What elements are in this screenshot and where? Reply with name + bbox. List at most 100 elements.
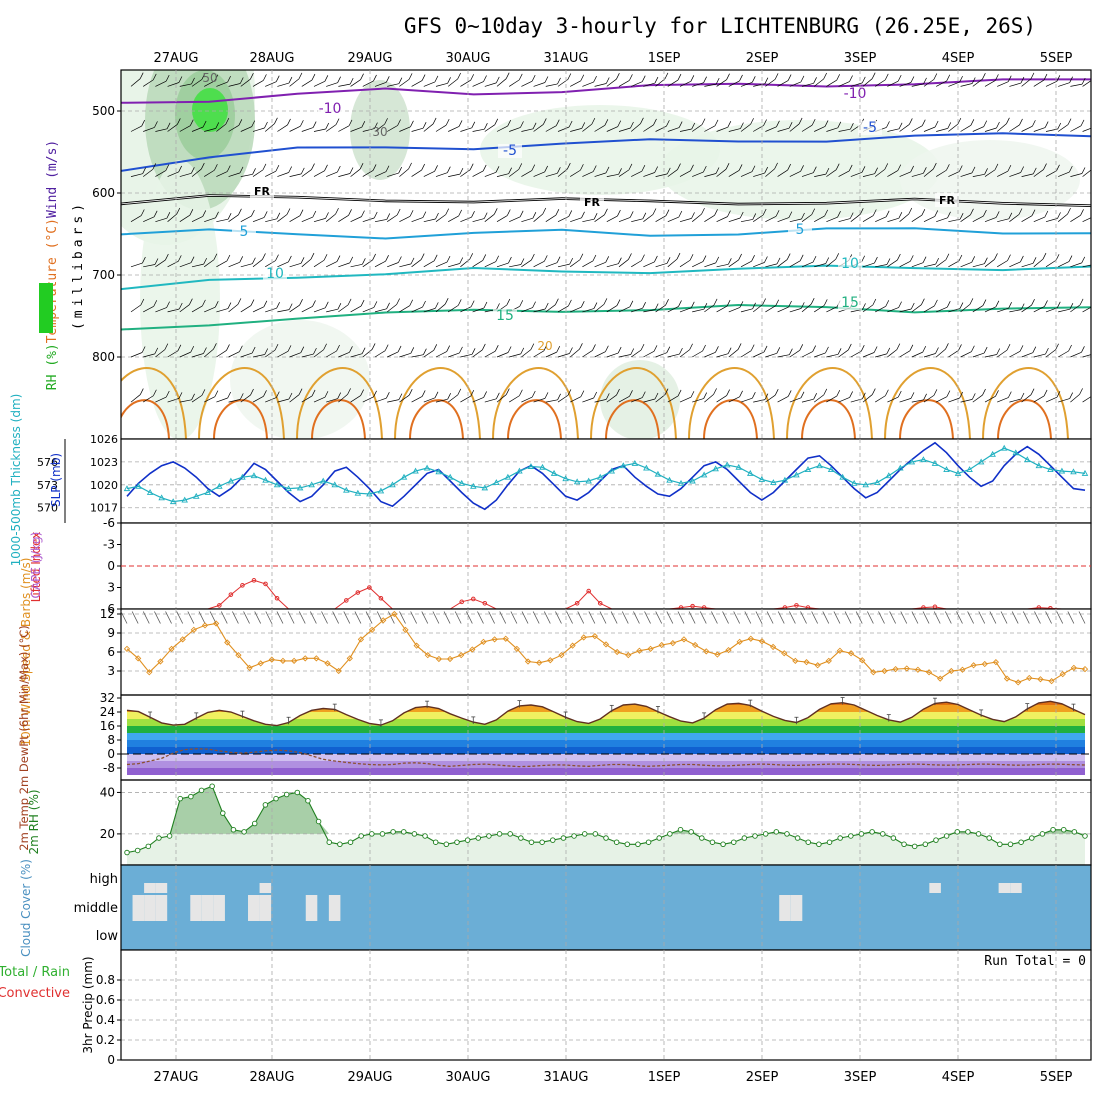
wind-barb-flag xyxy=(872,209,877,216)
thickness-point xyxy=(643,464,650,471)
wind-point xyxy=(625,652,632,659)
wind-barb-flag xyxy=(935,347,939,354)
wind-barb xyxy=(582,308,595,313)
wind-barb-flag xyxy=(287,118,291,126)
wind-barb-flag xyxy=(178,302,183,310)
wind-barb-flag xyxy=(251,346,256,354)
t2-tick-label: -8 xyxy=(103,761,115,775)
wind-barb xyxy=(240,394,251,403)
wind-barb-flag xyxy=(495,255,499,262)
wind-barb-flag xyxy=(579,253,584,260)
wind-barb xyxy=(1021,304,1032,313)
wind-point xyxy=(558,652,565,659)
wind-barb xyxy=(667,306,679,313)
wind-barb-flag xyxy=(531,253,535,261)
wind-barb xyxy=(1070,125,1082,132)
wind-barb xyxy=(997,307,1009,313)
wind-point xyxy=(469,646,476,653)
slp-tick-label: 1017 xyxy=(90,502,118,515)
wind-barb xyxy=(277,351,289,358)
contour-label: 10 xyxy=(841,256,859,272)
wind-barb xyxy=(789,123,800,132)
wind-barb xyxy=(533,171,545,177)
wind-barb-flag xyxy=(422,122,427,129)
wind-barb-flag xyxy=(335,207,339,215)
wind-barb xyxy=(321,611,328,624)
wind-barb-flag xyxy=(398,256,402,263)
wind-barb xyxy=(265,397,277,403)
wind-barb xyxy=(777,354,790,358)
rh-point xyxy=(901,841,907,848)
wind-barb xyxy=(287,611,295,624)
wind-barb-flag xyxy=(287,345,292,352)
wind-point xyxy=(536,659,543,666)
wind-barb xyxy=(716,126,728,132)
wind-barb-flag xyxy=(922,256,927,263)
wind-point xyxy=(380,617,387,624)
cloud-bg xyxy=(121,865,1091,950)
rh-point xyxy=(1082,833,1088,839)
wind-barb xyxy=(448,305,459,313)
cloud-cell xyxy=(1010,883,1022,893)
wind-barb-flag xyxy=(726,73,730,80)
li-point xyxy=(263,581,268,587)
wind-barb-flag xyxy=(676,252,681,260)
wind-barb xyxy=(411,354,424,358)
wind-point xyxy=(892,665,899,673)
wind-barb-flag xyxy=(531,390,536,398)
wind-barb-flag xyxy=(908,207,913,215)
wind-barb-flag xyxy=(605,345,609,352)
wind-barb xyxy=(228,351,240,358)
wind-barb-flag xyxy=(837,211,841,218)
wind-barb-flag xyxy=(239,256,244,263)
top-date-label: 3SEP xyxy=(844,51,877,66)
wind-point xyxy=(970,662,977,669)
wind-point xyxy=(691,641,699,649)
wind-barb-flag xyxy=(593,75,597,83)
wind-barb xyxy=(948,397,960,403)
wind-barb xyxy=(631,218,643,223)
wind-barb-flag xyxy=(347,388,351,395)
wind-barb xyxy=(326,171,338,177)
wind-barb xyxy=(362,349,373,358)
wind-barb-flag xyxy=(312,121,317,128)
li-point xyxy=(482,600,488,606)
wind-barb-flag xyxy=(482,254,487,261)
wind-barb-flag xyxy=(884,73,889,81)
wind-barb xyxy=(936,306,948,313)
wind-point xyxy=(881,667,888,675)
wind-barb xyxy=(728,396,740,403)
wind-barb xyxy=(630,349,642,358)
wind-barb-flag xyxy=(592,344,596,351)
wind-barb-flag xyxy=(739,74,743,82)
wind-barb xyxy=(679,128,692,132)
wind-barb-flag xyxy=(1019,118,1023,126)
wind-point xyxy=(903,665,910,672)
rh-point xyxy=(156,835,162,841)
wind-barb-flag xyxy=(689,343,693,350)
top-date-label: 2SEP xyxy=(746,51,779,66)
wind-barb-flag xyxy=(690,75,695,82)
wind-barb xyxy=(496,352,509,358)
wind-barb xyxy=(606,394,617,403)
wind-barb xyxy=(1033,169,1044,177)
wind-barb xyxy=(228,399,241,403)
wind-barb-flag xyxy=(202,299,206,307)
wind-point xyxy=(1026,674,1033,682)
wind-barb xyxy=(704,262,716,268)
wind-barb-flag xyxy=(1056,391,1061,398)
slp-ylabel: SLP (mb) xyxy=(49,453,63,507)
wind-barb-flag xyxy=(494,345,499,352)
wind-barb xyxy=(387,172,399,177)
wind-barb xyxy=(1000,611,1008,624)
wind-barb xyxy=(666,611,674,624)
wind-point xyxy=(825,657,832,665)
rh-point xyxy=(922,841,929,848)
wind-point xyxy=(246,664,253,671)
wind-barb xyxy=(911,83,924,87)
wind-barb xyxy=(496,173,509,177)
rh-point xyxy=(784,831,790,837)
wind-barb-flag xyxy=(361,210,365,217)
cloud-cell xyxy=(144,883,156,893)
